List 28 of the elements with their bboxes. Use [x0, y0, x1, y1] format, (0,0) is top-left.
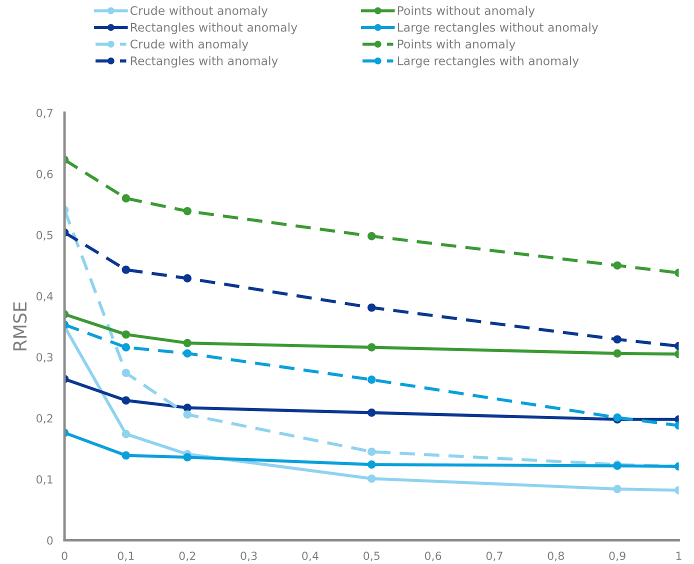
x-tick-label: 0,2 — [179, 552, 196, 562]
legend-label: Points with anomaly — [398, 39, 516, 51]
x-tick-label: 0,3 — [240, 552, 257, 562]
legend-label: Crude with anomaly — [130, 39, 248, 51]
x-tick-label: 0,8 — [548, 552, 564, 562]
y-axis-title: RMSE — [13, 302, 27, 350]
legend-label: Large rectangles with anomaly — [398, 56, 579, 68]
legend-label: Rectangles with anomaly — [130, 56, 278, 68]
y-tick-label: 0,6 — [36, 170, 53, 180]
x-tick-label: 0,7 — [486, 552, 502, 562]
x-tick-label: 0,5 — [364, 552, 380, 562]
y-tick-label: 0,5 — [36, 230, 52, 240]
y-tick-label: 0,4 — [36, 292, 53, 302]
x-tick-label: 0,9 — [609, 552, 626, 562]
y-tick-label: 0 — [47, 536, 53, 545]
x-tick-label: 0,1 — [118, 552, 134, 562]
legend-label: Rectangles without anomaly — [130, 22, 298, 34]
legend-label: Crude without anomaly — [130, 6, 268, 18]
y-tick-label: 0,3 — [36, 353, 53, 363]
x-tick-label: 0,4 — [302, 552, 318, 562]
x-tick-label: 0,6 — [424, 552, 442, 562]
legend-label: Large rectangles without anomaly — [398, 22, 598, 34]
y-tick-label: 0,7 — [36, 108, 52, 118]
x-tick-label: 1 — [676, 552, 682, 560]
y-tick-label: 0,2 — [36, 414, 52, 424]
legend-label: Points without anomaly — [398, 6, 535, 18]
y-tick-label: 0,1 — [36, 475, 52, 485]
x-tick-label: 0 — [62, 552, 68, 560]
